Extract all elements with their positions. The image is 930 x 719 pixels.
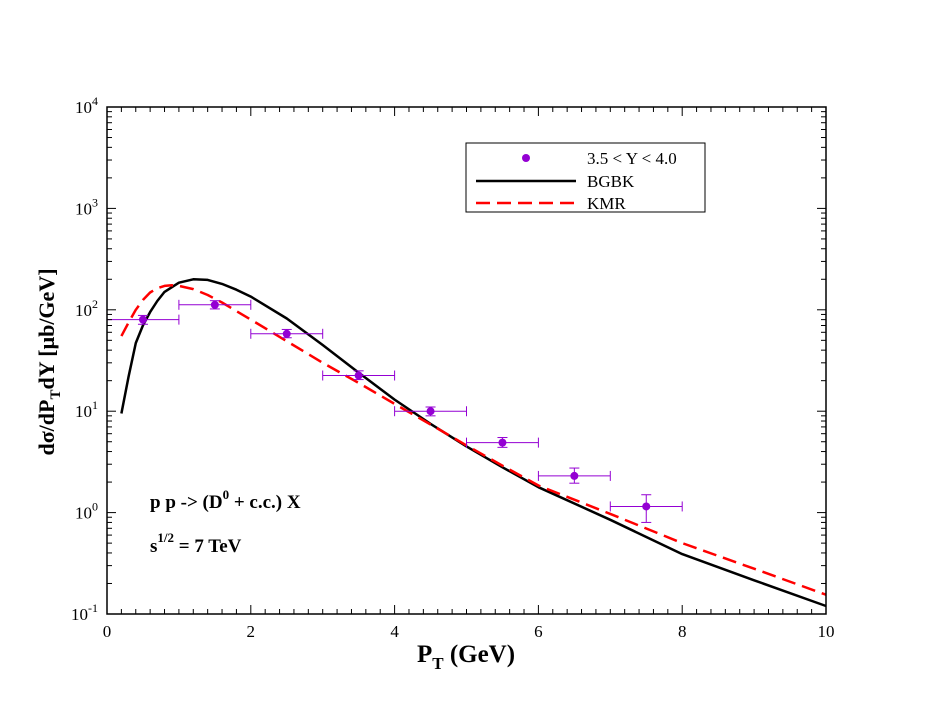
- x-axis-title-rest: (GeV): [444, 641, 516, 668]
- y-tick-label-base: 10: [75, 301, 92, 320]
- legend-label-data: 3.5 < Y < 4.0: [587, 149, 677, 168]
- series-line-kmr: [120, 283, 827, 596]
- x-axis-title: PT (GeV): [417, 641, 515, 673]
- data-point: [466, 437, 539, 448]
- x-tick-label: 6: [534, 622, 543, 641]
- annotation-process: p p -> (D0 + c.c.) X: [150, 487, 301, 513]
- x-axis-title-main: P: [417, 641, 432, 668]
- y-tick-label-base: 10: [75, 199, 92, 218]
- y-tick-label: 104: [75, 94, 98, 117]
- ticks-layer: [106, 106, 827, 615]
- x-tick-labels: 0 2 4 6 8 10: [103, 622, 835, 641]
- data-point: [609, 494, 683, 523]
- x-axis-title-sub: T: [432, 654, 444, 673]
- y-tick-label-exponent: 0: [92, 500, 98, 514]
- data-point: [178, 299, 252, 310]
- y-tick-label-exponent: 3: [92, 195, 98, 209]
- annotation-energy-a: s: [150, 536, 157, 557]
- y-tick-label-base: 10: [75, 402, 92, 421]
- annotation-energy-b: = 7 TeV: [174, 536, 242, 557]
- data-point-marker: [642, 502, 651, 511]
- x-tick-label: 2: [247, 622, 256, 641]
- x-tick-label: 0: [103, 622, 112, 641]
- y-tick-label-base: 10: [71, 605, 88, 624]
- y-tick-label-exponent: 1: [92, 398, 98, 412]
- y-tick-label: 103: [75, 195, 98, 218]
- annotation-process-a: p p -> (D: [150, 492, 223, 513]
- annotation-energy: s1/2 = 7 TeV: [150, 530, 242, 557]
- data-point-marker: [570, 471, 579, 480]
- legend-marker-data: [522, 154, 530, 162]
- y-tick-label: 101: [75, 398, 98, 421]
- y-axis-title-part1: dσ/dP: [34, 400, 59, 456]
- legend: 3.5 < Y < 4.0 BGBK KMR: [465, 142, 706, 213]
- data-point: [106, 314, 180, 325]
- y-tick-label-exponent: 2: [92, 297, 98, 311]
- data-point: [250, 328, 324, 339]
- data-points-layer: [106, 299, 683, 523]
- annotation-energy-sup: 1/2: [157, 530, 174, 545]
- data-point: [394, 406, 467, 417]
- data-point-marker: [426, 407, 435, 416]
- y-axis-title: dσ/dPTdY [μb/GeV]: [34, 268, 64, 455]
- y-axis-title-part2: dY [μb/GeV]: [34, 268, 59, 389]
- data-point-marker: [354, 371, 363, 380]
- data-point: [537, 467, 611, 484]
- y-tick-label-exponent: -1: [88, 601, 98, 615]
- x-tick-label: 10: [818, 622, 835, 641]
- y-axis-title-sub: T: [48, 390, 64, 400]
- y-tick-label: 10-1: [71, 601, 98, 624]
- data-point-marker: [210, 300, 219, 309]
- data-point: [322, 370, 396, 381]
- annotation-process-sup: 0: [223, 487, 230, 502]
- y-tick-label: 100: [75, 500, 98, 523]
- legend-label-bgbk: BGBK: [587, 172, 635, 191]
- series-line-bgbk: [120, 278, 827, 608]
- y-tick-label: 102: [75, 297, 98, 320]
- x-tick-label: 8: [678, 622, 687, 641]
- y-tick-label-exponent: 4: [92, 94, 98, 108]
- legend-label-kmr: KMR: [587, 194, 626, 213]
- data-point-marker: [282, 329, 291, 338]
- legend-box: [465, 142, 706, 213]
- data-point-marker: [138, 315, 147, 324]
- series-layer: [120, 278, 827, 608]
- x-tick-label: 4: [390, 622, 399, 641]
- y-tick-label-base: 10: [75, 98, 92, 117]
- y-tick-label-base: 10: [75, 504, 92, 523]
- data-point-marker: [498, 438, 507, 447]
- annotation-process-b: + c.c.) X: [229, 492, 301, 513]
